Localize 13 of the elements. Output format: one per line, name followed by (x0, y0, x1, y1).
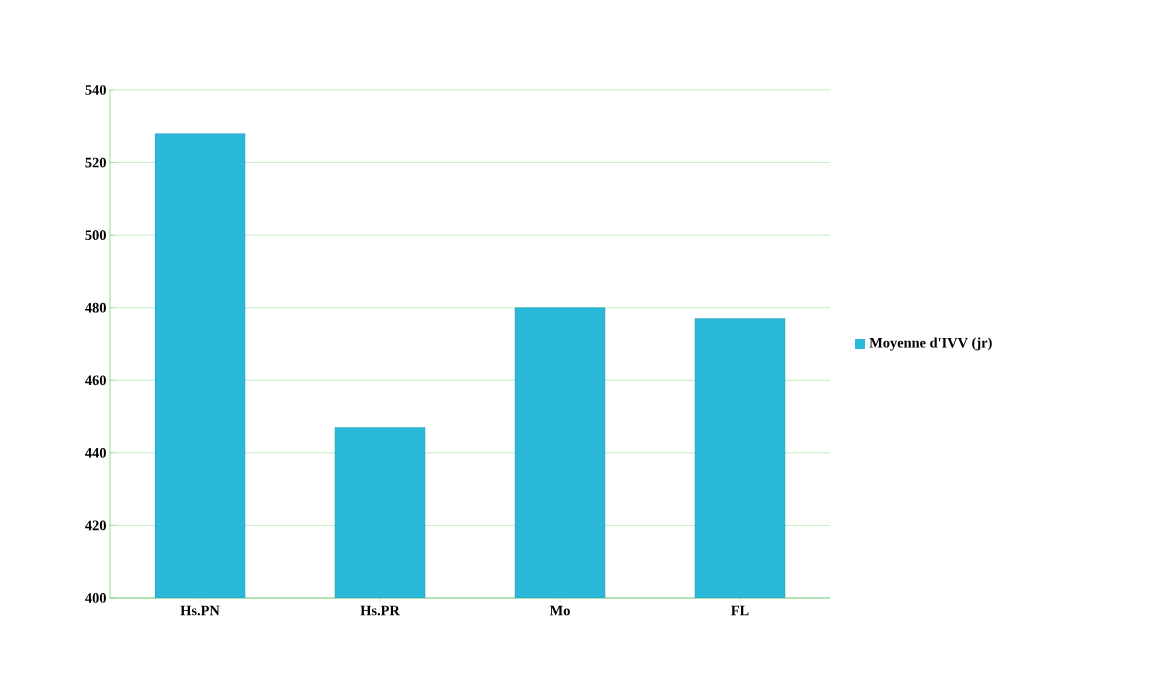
y-tick-label: 420 (85, 520, 106, 531)
x-tick-label: Mo (549, 605, 570, 616)
legend-label: Moyenne d'IVV (jr) (869, 337, 992, 351)
y-tick-label: 500 (85, 230, 106, 240)
x-tick-label: Hs.PN (180, 605, 220, 616)
y-tick-label: 440 (85, 447, 106, 458)
x-tick-label: FL (731, 605, 749, 616)
y-tick-label: 540 (85, 85, 106, 95)
y-tick-label: 520 (85, 157, 106, 168)
x-tick-label: Hs.PR (360, 605, 400, 616)
y-tick-label: 400 (85, 593, 106, 603)
y-tick-label: 480 (85, 302, 106, 313)
y-tick-label: 460 (85, 375, 106, 386)
